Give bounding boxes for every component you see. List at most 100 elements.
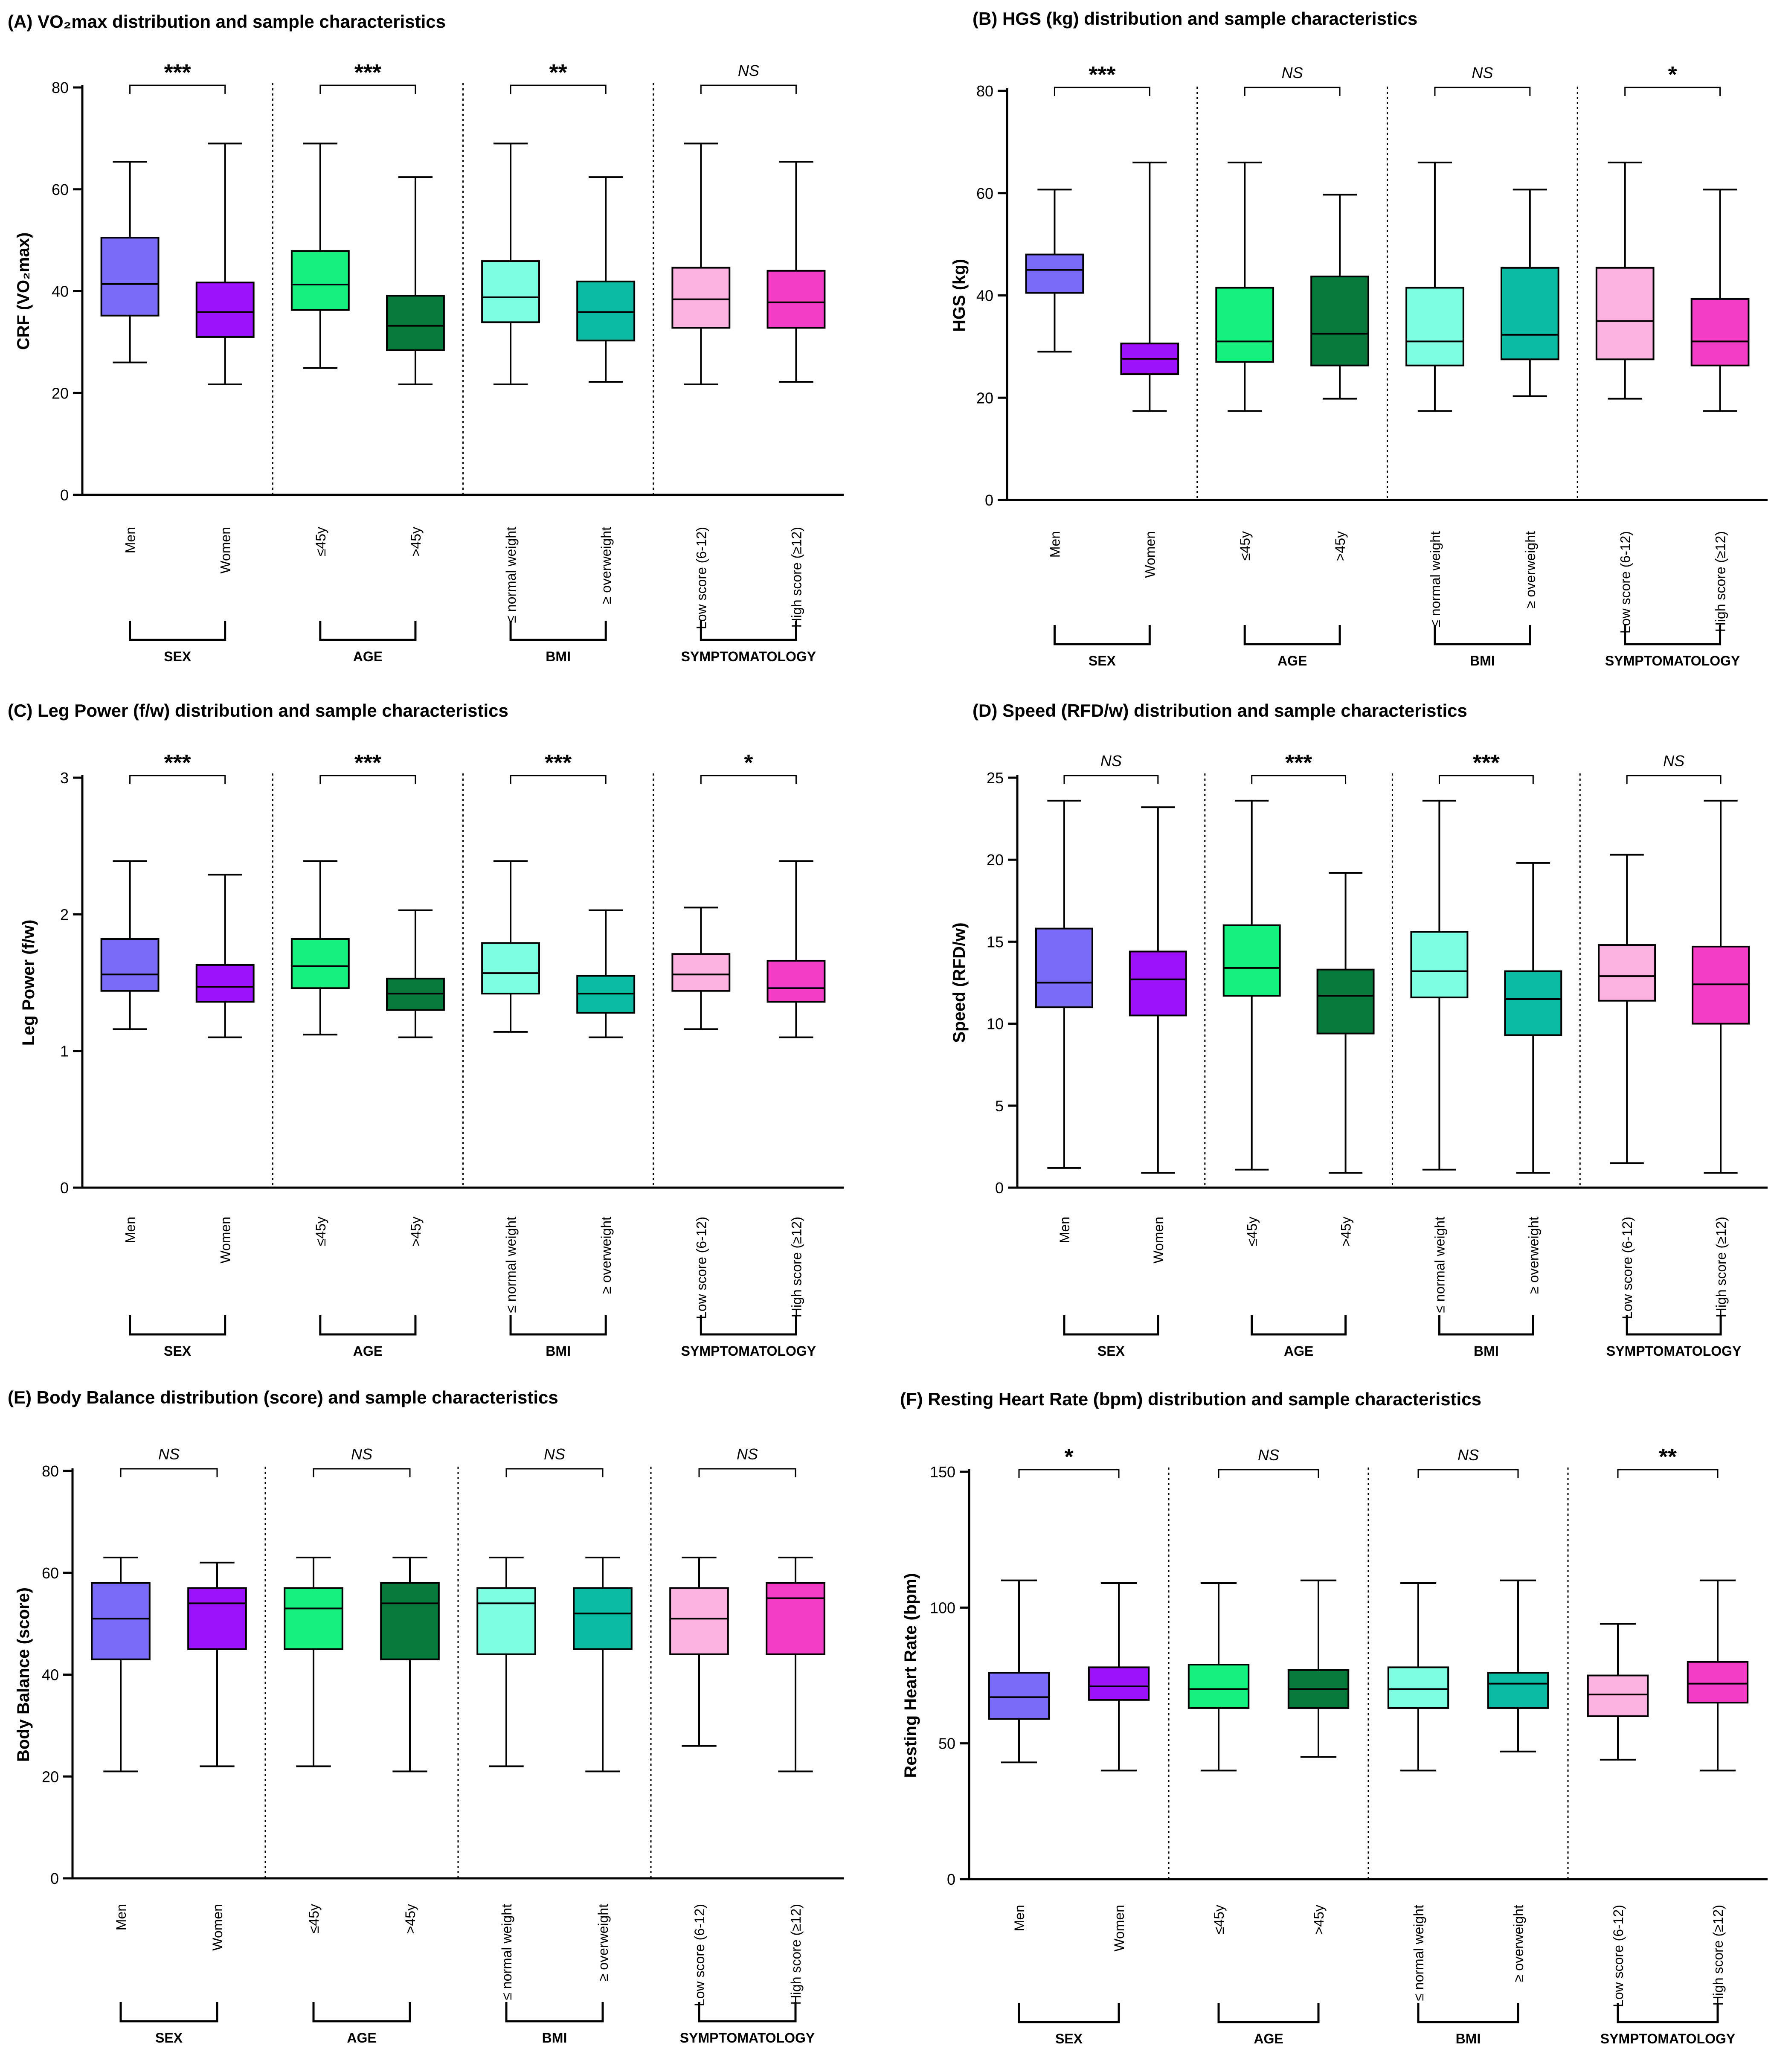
box-7 (671, 142, 731, 385)
y-tick-label: 60 (42, 1564, 59, 1582)
box-8 (1690, 189, 1750, 412)
box-iqr (1405, 287, 1464, 366)
box-1 (100, 860, 160, 1030)
box-1 (1035, 799, 1093, 1169)
group-label-age: AGE (353, 649, 383, 664)
x-category-label: Women (1151, 1217, 1166, 1264)
box-iqr (1500, 267, 1559, 360)
group-label-sex: SEX (164, 649, 192, 664)
box-iqr (1035, 927, 1093, 1008)
y-tick-label: 5 (995, 1097, 1004, 1115)
group-bracket-age (1243, 625, 1341, 645)
y-axis-label: Speed (RFD/w) (950, 922, 969, 1043)
group-bracket-age (312, 2002, 411, 2023)
group-label-bmi: BMI (546, 1343, 571, 1359)
box-iqr (476, 1587, 536, 1655)
x-category-label: ≤45y (1237, 531, 1253, 561)
x-category-label: Men (1057, 1217, 1072, 1243)
y-tick-label: 20 (42, 1768, 59, 1785)
significance-label: NS (158, 1445, 180, 1463)
chart-panel-e: (E) Body Balance distribution (score) an… (8, 1387, 844, 2046)
box-4 (380, 1556, 440, 1773)
significance-bracket (505, 1468, 604, 1477)
group-label-sex: SEX (155, 2030, 183, 2046)
group-label-age: AGE (1284, 1343, 1313, 1359)
y-tick-label: 40 (52, 283, 69, 300)
x-category-label: ≥ overweight (598, 527, 614, 604)
significance-bracket (1251, 775, 1347, 784)
x-category-label: ≥ overweight (1526, 1217, 1541, 1294)
y-tick-label: 60 (976, 185, 993, 202)
chart-panel-b: (B) HGS (kg) distribution and sample cha… (950, 9, 1768, 668)
box-2 (1129, 806, 1187, 1174)
significance-label: NS (1663, 752, 1684, 770)
x-category-label: ≥ overweight (1523, 531, 1538, 608)
group-bracket-age (319, 621, 417, 641)
box-iqr (380, 1582, 440, 1660)
group-bracket-sex (1018, 2003, 1120, 2023)
y-axis-label: CRF (VO₂max) (14, 232, 33, 350)
significance-bracket (1018, 1469, 1120, 1478)
box-iqr (195, 964, 255, 1003)
group-bracket-bmi (505, 2002, 604, 2023)
significance-label: ** (1659, 1444, 1677, 1470)
significance-label: *** (164, 750, 191, 776)
box-5 (476, 1556, 536, 1767)
y-tick-label: 0 (947, 1871, 955, 1888)
group-bracket-bmi (509, 1315, 607, 1336)
x-category-label: ≤45y (313, 1217, 328, 1246)
significance-bracket (120, 1468, 218, 1477)
x-category-label: >45y (1333, 531, 1348, 561)
x-category-label: ≤45y (306, 1904, 322, 1933)
x-category-label: >45y (1338, 1217, 1354, 1247)
box-iqr (1187, 1664, 1250, 1709)
significance-label: NS (737, 1445, 758, 1463)
box-iqr (669, 1587, 729, 1655)
significance-bracket (313, 1468, 411, 1477)
group-label-age: AGE (353, 1343, 383, 1359)
box-8 (1692, 799, 1750, 1174)
significance-label: NS (1472, 64, 1493, 81)
group-bracket-age (1217, 2003, 1320, 2023)
group-label-symptomatology: SYMPTOMATOLOGY (1605, 653, 1740, 668)
box-iqr (91, 1582, 151, 1660)
box-3 (290, 142, 350, 369)
box-3 (284, 1556, 343, 1767)
x-category-label: High score (≥12) (1713, 531, 1728, 632)
group-bracket-age (319, 1315, 417, 1336)
box-5 (481, 860, 540, 1033)
y-axis-label: HGS (kg) (950, 259, 969, 332)
x-category-label: Low score (6-12) (1618, 531, 1633, 634)
box-iqr (1387, 1666, 1449, 1709)
chart-panel-c: (C) Leg Power (f/w) distribution and sam… (8, 700, 844, 1359)
box-iqr (1129, 950, 1187, 1017)
box-8 (766, 161, 826, 383)
box-iqr (1504, 970, 1562, 1036)
box-iqr (1595, 267, 1655, 360)
group-label-sex: SEX (164, 1343, 192, 1359)
box-iqr (1687, 1661, 1749, 1704)
significance-label: NS (544, 1445, 565, 1463)
box-8 (766, 860, 826, 1038)
significance-bracket (129, 775, 226, 784)
significance-label: *** (1473, 750, 1500, 776)
chart-panel-a: (A) VO₂max distribution and sample chara… (8, 12, 844, 664)
significance-bracket (319, 775, 416, 784)
y-tick-label: 80 (52, 79, 69, 96)
group-label-symptomatology: SYMPTOMATOLOGY (680, 2030, 815, 2046)
box-iqr (386, 295, 445, 351)
group-label-bmi: BMI (1474, 1343, 1499, 1359)
group-label-sex: SEX (1055, 2031, 1083, 2046)
box-2 (195, 142, 255, 385)
box-iqr (671, 267, 731, 329)
box-iqr (766, 960, 826, 1003)
box-7 (671, 907, 731, 1030)
x-category-label: Low score (6-12) (694, 1217, 709, 1319)
group-label-bmi: BMI (546, 649, 571, 664)
x-category-label: High score (≥12) (789, 527, 804, 628)
x-category-label: >45y (1311, 1905, 1327, 1935)
box-iqr (100, 237, 160, 317)
box-7 (1595, 161, 1655, 400)
x-category-label: Low score (6-12) (1611, 1905, 1626, 2007)
x-category-label: ≥ overweight (595, 1904, 611, 1981)
